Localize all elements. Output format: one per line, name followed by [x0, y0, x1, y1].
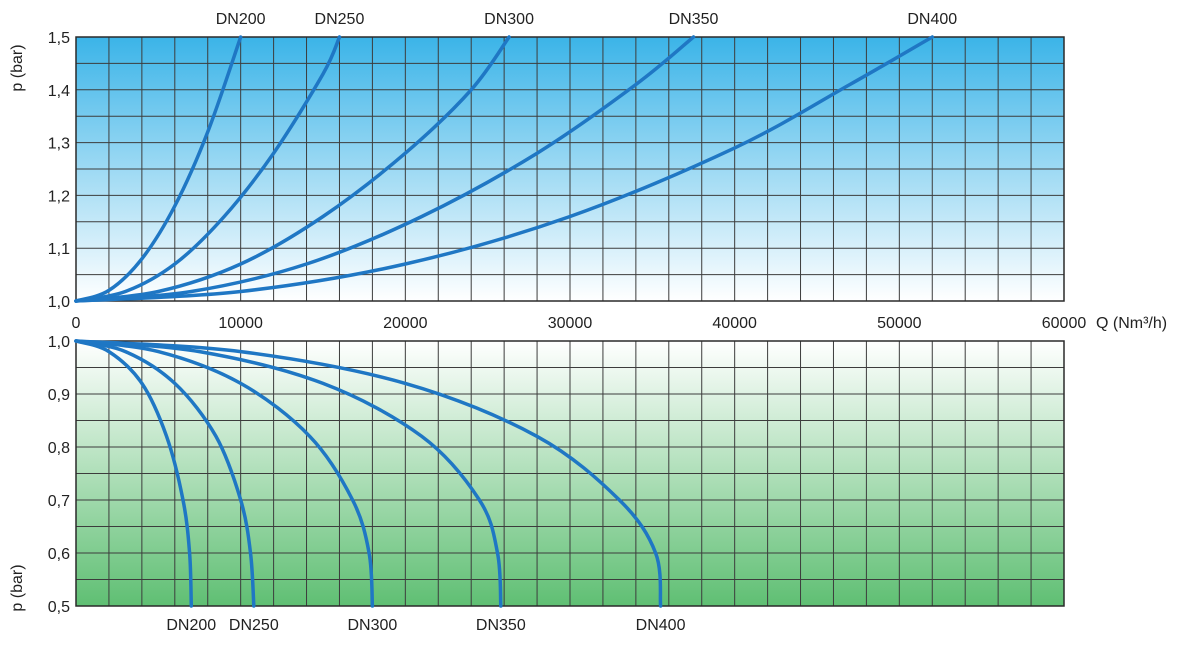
lower-series-dn250	[74, 339, 256, 608]
upper-series-label: DN400	[907, 11, 957, 28]
upper-series-dn200	[74, 35, 243, 303]
lower-curves	[74, 339, 663, 608]
x-axis-title: Q (Nm³/h)	[1096, 315, 1167, 332]
upper-series-label: DN300	[484, 11, 534, 28]
x-tick-label: 40000	[712, 315, 757, 332]
upper-series-dn400	[74, 35, 935, 303]
lower-series-dn350	[74, 339, 503, 608]
lower-y-tick-label: 0,7	[48, 493, 70, 510]
x-tick-label: 10000	[218, 315, 263, 332]
lower-grid	[75, 340, 1065, 607]
upper-panel: 1,0 1,1 1,2 1,3 1,4 1,5 p (bar)	[9, 30, 1065, 311]
lower-y-tick-label: 1,0	[48, 334, 70, 351]
upper-y-tick-label: 1,0	[48, 294, 70, 311]
upper-y-tick-label: 1,1	[48, 241, 70, 258]
upper-frame	[75, 36, 1065, 302]
upper-series-dn250	[74, 35, 342, 303]
lower-series-label: DN200	[166, 617, 216, 634]
lower-frame	[75, 340, 1065, 607]
upper-curves	[74, 35, 935, 303]
x-tick-label: 50000	[877, 315, 922, 332]
upper-series-label: DN250	[315, 11, 365, 28]
x-tick-label: 30000	[548, 315, 593, 332]
upper-y-axis-title: p (bar)	[9, 44, 26, 91]
x-tick-label: 60000	[1042, 315, 1087, 332]
upper-series-label: DN350	[669, 11, 719, 28]
x-tick-label: 20000	[383, 315, 428, 332]
lower-series-dn400	[74, 339, 663, 608]
lower-y-tick-label: 0,9	[48, 387, 70, 404]
lower-y-tick-label: 0,6	[48, 546, 70, 563]
lower-series-label: DN300	[347, 617, 397, 634]
lower-series-label: DN400	[636, 617, 686, 634]
lower-series-dn300	[74, 339, 375, 608]
lower-y-tick-label: 0,8	[48, 440, 70, 457]
upper-y-tick-label: 1,4	[48, 83, 70, 100]
upper-series-label: DN200	[216, 11, 266, 28]
upper-y-tick-label: 1,2	[48, 188, 70, 205]
lower-panel: 0,5 0,6 0,7 0,8 0,9 1,0 p (bar)	[9, 334, 1065, 616]
upper-y-tick-label: 1,5	[48, 30, 70, 47]
lower-series-label: DN350	[476, 617, 526, 634]
upper-y-tick-label: 1,3	[48, 136, 70, 153]
lower-series-label: DN250	[229, 617, 279, 634]
lower-series-dn200	[74, 339, 194, 608]
x-tick-label: 0	[72, 315, 81, 332]
lower-y-tick-label: 0,5	[48, 599, 70, 616]
upper-series-dn300	[74, 35, 511, 303]
upper-series-dn350	[74, 35, 696, 303]
lower-y-axis-title: p (bar)	[9, 564, 26, 611]
